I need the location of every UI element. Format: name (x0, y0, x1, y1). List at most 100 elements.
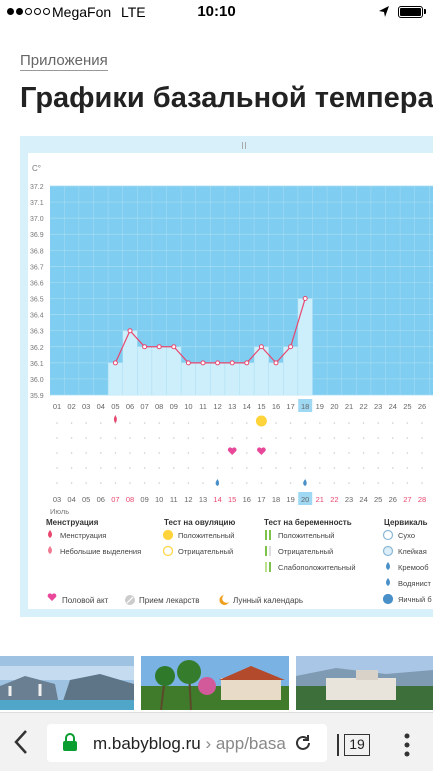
temp-bar (268, 362, 284, 395)
grid-dot (202, 467, 204, 469)
x-tick-label: 01 (53, 402, 61, 411)
calendar-day-label: 05 (82, 495, 90, 504)
signal-strength-icon (7, 8, 50, 15)
grid-dot (362, 452, 365, 454)
grid-dot (187, 467, 190, 469)
more-menu-icon[interactable] (403, 732, 411, 758)
grid-dot (85, 452, 87, 454)
url-path: app/basa (215, 734, 286, 753)
tab-count-button[interactable]: 19 (344, 734, 370, 756)
grid-dot (348, 422, 350, 424)
legend-item-cervical: Сухо (398, 531, 415, 540)
grid-dot (187, 482, 190, 484)
grid-dot (216, 467, 219, 469)
legend-item-pregnancy: Отрицательный (278, 547, 333, 556)
legend-item-cervical: Кремооб (398, 563, 429, 572)
grid-dot (70, 467, 73, 469)
legend-bar-icon (269, 530, 271, 540)
intercourse-heart-icon (227, 447, 237, 455)
grid-dot (333, 452, 336, 454)
grid-dot (173, 422, 175, 424)
hotel-photo-3[interactable] (296, 656, 433, 710)
breadcrumb[interactable]: Приложения (20, 52, 108, 71)
grid-dot (114, 452, 117, 454)
grid-dot (158, 437, 160, 439)
calendar-day-label: 26 (389, 495, 397, 504)
grid-dot (129, 422, 131, 424)
temperature-point (273, 360, 279, 366)
grid-dot (231, 467, 233, 469)
grid-dot (143, 422, 146, 424)
legend-bottom-item: Лунный календарь (233, 596, 303, 605)
x-tick-label: 02 (67, 402, 75, 411)
legend-item-pregnancy: Положительный (278, 531, 334, 540)
grid-dot (114, 467, 117, 469)
x-tick-label: 03 (82, 402, 90, 411)
grid-dot (406, 482, 409, 484)
legend-bottom-item: Прием лекарств (139, 596, 199, 605)
temp-bar (166, 346, 182, 395)
x-tick-label: 10 (184, 402, 192, 411)
grid-dot (319, 467, 321, 469)
grid-dot (173, 467, 175, 469)
temperature-point (229, 360, 235, 366)
temp-bar (254, 346, 269, 395)
url-text[interactable]: m.babyblog.ru › app/basa (93, 734, 286, 754)
x-tick-label: 11 (199, 402, 207, 411)
intercourse-heart-icon (257, 447, 266, 455)
temp-bar (283, 346, 298, 395)
location-arrow-icon (379, 6, 389, 17)
back-arrow-icon[interactable] (13, 729, 29, 755)
grid-dot (216, 452, 219, 454)
grid-dot (129, 452, 131, 454)
photo-strip (0, 656, 433, 710)
grid-dot (319, 437, 321, 439)
reload-icon[interactable] (293, 733, 313, 753)
calendar-month-label: Июль (50, 507, 69, 516)
legend-drop-icon (386, 578, 390, 586)
grid-dot (275, 452, 277, 454)
grid-dot (333, 437, 336, 439)
grid-dot (319, 482, 321, 484)
temp-bar (151, 346, 167, 395)
y-tick-label: 36.1 (30, 361, 44, 368)
legend-item-cervical: Яичный б (398, 595, 432, 604)
grid-dot (202, 422, 204, 424)
legend-pill-line (126, 596, 134, 604)
y-tick-label: 36.5 (30, 297, 44, 304)
temp-bar (181, 362, 196, 395)
address-bar[interactable] (47, 724, 327, 762)
x-tick-label: 25 (403, 402, 411, 411)
temp-bar (122, 330, 138, 395)
y-tick-label: 35.9 (30, 393, 44, 400)
calendar-day-label: 11 (170, 495, 178, 504)
grid-dot (100, 467, 102, 469)
calendar-day-label: 28 (418, 495, 426, 504)
x-tick-label: 08 (155, 402, 163, 411)
temp-bar (297, 298, 313, 395)
grid-dot (319, 452, 321, 454)
calendar-day-label: 10 (155, 495, 163, 504)
x-tick-label: 16 (272, 402, 280, 411)
carrier-label: MegaFon (52, 4, 112, 20)
grid-dot (56, 482, 58, 484)
x-tick-label: 07 (140, 402, 148, 411)
grid-dot (421, 437, 423, 439)
hotel-photo-1[interactable] (0, 656, 134, 710)
grid-dot (289, 482, 292, 484)
x-tick-label: 09 (170, 402, 178, 411)
x-tick-label: 14 (243, 402, 251, 411)
temperature-point (288, 344, 294, 350)
cervical-drop-icon (215, 479, 220, 486)
x-tick-label: 22 (359, 402, 367, 411)
y-tick-label: 37.0 (30, 216, 44, 223)
hotel-photo-2[interactable] (141, 656, 289, 710)
grid-dot (319, 422, 321, 424)
grid-dot (362, 422, 365, 424)
drag-handle-icon[interactable] (240, 141, 248, 150)
grid-dot (421, 422, 423, 424)
ovulation-positive-icon (255, 415, 267, 427)
network-label: LTE (121, 4, 146, 20)
x-tick-label: 06 (126, 402, 134, 411)
grid-dot (70, 422, 73, 424)
